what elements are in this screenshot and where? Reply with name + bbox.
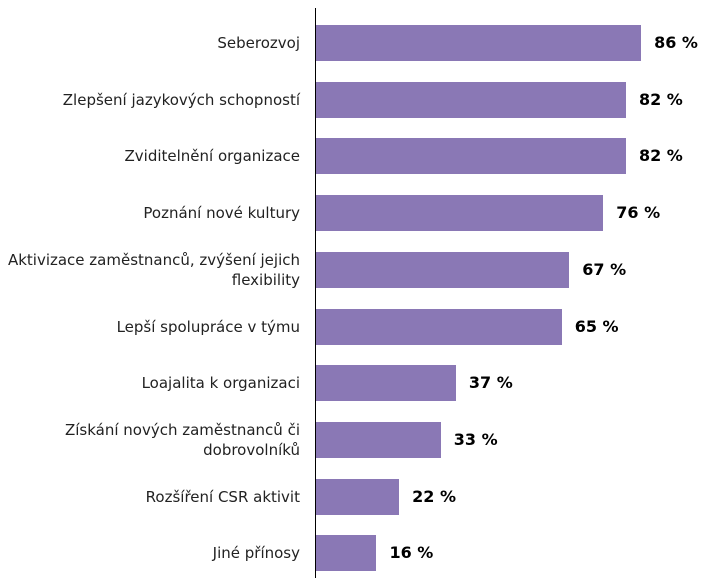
category-label: Seberozvoj (217, 34, 300, 52)
category-label: Loajalita k organizaci (141, 374, 300, 393)
bar (316, 195, 604, 232)
bar (316, 81, 626, 118)
category-label: Lepší spolupráce v týmu (116, 317, 300, 336)
category-label: Jiné přínosy (212, 544, 300, 563)
bar (316, 478, 400, 515)
category-label: Rozšíření CSR aktivit (145, 487, 300, 506)
bar (316, 365, 456, 402)
category-label: Poznání nové kultury (143, 204, 300, 223)
category-label: Získání nových zaměstnanců či dobrovolní… (64, 420, 300, 459)
bar (316, 25, 642, 61)
value-label: 33 % (453, 429, 498, 449)
bar (316, 138, 626, 175)
value-label: 22 % (412, 486, 457, 506)
axis-line (315, 8, 316, 578)
bar (316, 535, 377, 572)
bar (316, 421, 441, 458)
category-label: Zlepšení jazykových schopností (62, 90, 300, 109)
value-label: 82 % (638, 146, 683, 166)
bar (316, 251, 570, 288)
value-label: 82 % (638, 89, 683, 109)
value-label: 76 % (616, 203, 661, 223)
value-label: 16 % (389, 543, 434, 563)
category-label: Zviditelnění organizace (124, 147, 300, 166)
category-label: Aktivizace zaměstnanců, zvýšení jejich f… (7, 250, 300, 289)
value-label: 67 % (582, 259, 627, 279)
bar (316, 308, 562, 345)
value-label: 86 % (654, 33, 698, 52)
value-label: 65 % (574, 316, 619, 336)
value-label: 37 % (468, 373, 513, 393)
